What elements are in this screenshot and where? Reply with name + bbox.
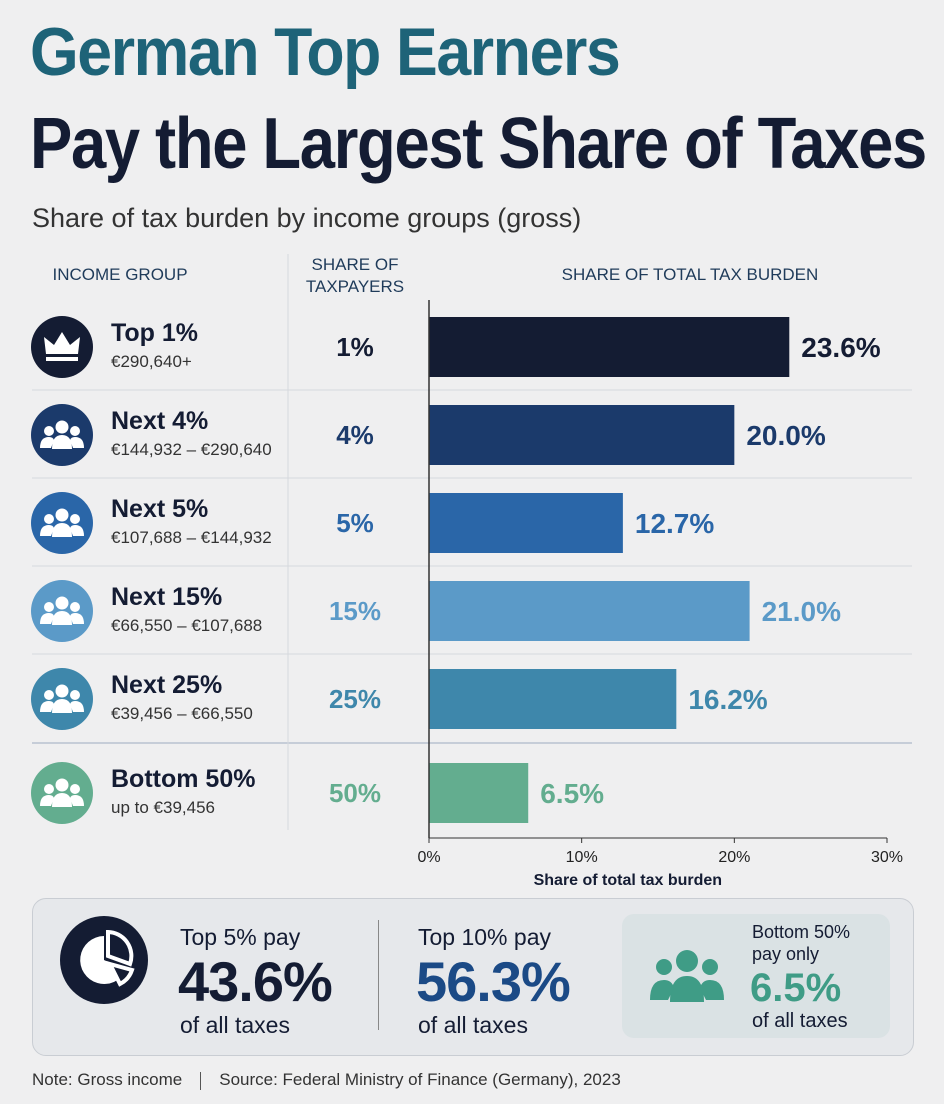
bar [429, 405, 735, 465]
taxpayer-share: 25% [329, 684, 381, 714]
x-tick-label: 10% [566, 849, 598, 866]
bar [429, 493, 623, 553]
group-income-range: €107,688 – €144,932 [111, 528, 272, 547]
group-name: Top 1% [111, 319, 198, 347]
taxpayer-share: 50% [329, 778, 381, 808]
top10-prefix: Top 10% pay [418, 924, 551, 950]
taxpayer-share: 5% [336, 508, 374, 538]
bottom50-prefix-line1: Bottom 50% [752, 922, 851, 942]
top10-suffix: of all taxes [418, 1012, 528, 1038]
crown-base [46, 357, 78, 361]
top5-value: 43.6% [178, 950, 333, 1013]
column-header-income-group: INCOME GROUP [52, 265, 188, 284]
bar-value-label: 6.5% [540, 778, 604, 809]
chart-subtitle: Share of tax burden by income groups (gr… [32, 203, 582, 233]
top5-suffix: of all taxes [180, 1012, 290, 1038]
footer: Note: Gross income Source: Federal Minist… [32, 1070, 621, 1090]
people-icon [40, 420, 84, 449]
top10-value: 56.3% [416, 950, 571, 1013]
people-icon [40, 596, 84, 625]
taxpayer-share: 1% [336, 332, 374, 362]
bar-value-label: 23.6% [801, 332, 880, 363]
group-name: Bottom 50% [111, 765, 255, 793]
group-name: Next 4% [111, 407, 208, 435]
group-income-range: €66,550 – €107,688 [111, 616, 262, 635]
column-header-share-of-total: SHARE OF TOTAL TAX BURDEN [561, 265, 819, 284]
page-title-line2: Pay the Largest Share of Taxes [30, 104, 927, 184]
crown-icon [44, 332, 80, 354]
taxpayer-share: 4% [336, 420, 374, 450]
bar [429, 669, 677, 729]
tax-burden-chart: Top 1% €290,640+ 1% 23.6% Next 4% €144,932 – … [31, 254, 912, 889]
pie-chart-icon [60, 916, 148, 1004]
group-income-range: up to €39,456 [111, 798, 215, 817]
group-income-range: €290,640+ [111, 352, 192, 371]
bottom50-callout [622, 914, 890, 1038]
bottom50-value: 6.5% [750, 966, 842, 1010]
x-tick-label: 0% [417, 849, 440, 866]
footer-source: Source: Federal Ministry of Finance (Ger… [219, 1070, 621, 1089]
people-icon [40, 778, 84, 807]
people-icon [650, 950, 724, 1002]
bar-value-label: 16.2% [688, 684, 767, 715]
group-name: Next 5% [111, 495, 208, 523]
footer-separator [200, 1071, 202, 1090]
column-header-share-of-taxpayers: SHARE OF TAXPAYERS [305, 255, 405, 296]
group-income-range: €144,932 – €290,640 [111, 440, 272, 459]
people-icon [40, 684, 84, 713]
page-title-line1: German Top Earners [30, 14, 621, 90]
people-icon [40, 508, 84, 537]
group-name: Next 25% [111, 671, 222, 699]
bar-value-label: 12.7% [635, 508, 714, 539]
bar [429, 317, 790, 377]
group-name: Next 15% [111, 583, 222, 611]
group-income-range: €39,456 – €66,550 [111, 704, 253, 723]
top5-prefix: Top 5% pay [180, 924, 301, 950]
bar-value-label: 20.0% [746, 420, 825, 451]
x-axis-label: Share of total tax burden [534, 872, 722, 889]
bar-value-label: 21.0% [762, 596, 841, 627]
bottom50-suffix: of all taxes [752, 1010, 848, 1032]
bar [429, 581, 750, 641]
bottom50-prefix-line2: pay only [752, 944, 820, 964]
footer-note: Note: Gross income [32, 1070, 183, 1089]
x-tick-label: 20% [718, 849, 750, 866]
summary-divider [378, 920, 379, 1030]
taxpayer-share: 15% [329, 596, 381, 626]
bar [429, 763, 529, 823]
x-tick-label: 30% [871, 849, 903, 866]
